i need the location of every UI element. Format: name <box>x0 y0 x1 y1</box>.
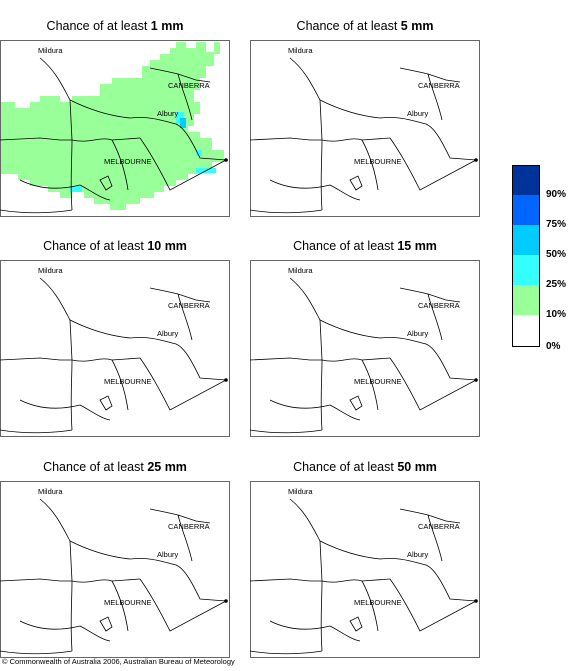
state-borders <box>250 57 477 214</box>
canberra-marker <box>474 599 478 603</box>
map-15mm: Mildura CANBERRA Albury MELBOURNE <box>250 260 480 437</box>
state-borders <box>0 277 227 434</box>
legend-swatch <box>512 165 540 195</box>
label-mildura: Mildura <box>38 46 63 55</box>
map-10mm: Mildura CANBERRA Albury MELBOURNE <box>0 260 230 437</box>
legend-swatch <box>512 195 540 225</box>
label-canberra: CANBERRA <box>418 81 460 90</box>
map-50mm: Mildura CANBERRA Albury MELBOURNE <box>250 481 480 658</box>
label-albury: Albury <box>407 550 429 559</box>
label-mildura: Mildura <box>38 266 63 275</box>
label-melbourne: MELBOURNE <box>354 377 402 386</box>
legend-swatch <box>512 225 540 255</box>
label-mildura: Mildura <box>38 487 63 496</box>
legend-label-25: 25% <box>546 279 567 290</box>
state-borders <box>250 498 477 655</box>
canberra-marker <box>474 158 478 162</box>
legend-swatch <box>512 255 540 285</box>
legend-label-10: 10% <box>546 309 567 320</box>
panel-title: Chance of at least 5 mm <box>296 19 434 33</box>
map-25mm: Mildura CANBERRA Albury MELBOURNE <box>0 481 230 658</box>
label-albury: Albury <box>407 329 429 338</box>
panel-title: Chance of at least 25 mm <box>43 460 187 474</box>
state-borders <box>0 498 227 655</box>
legend-label-50: 50% <box>546 249 567 260</box>
panel-title: Chance of at least 10 mm <box>43 239 187 253</box>
label-albury: Albury <box>157 550 179 559</box>
label-albury: Albury <box>157 329 179 338</box>
label-mildura: Mildura <box>288 46 313 55</box>
canberra-marker <box>224 599 228 603</box>
map-1mm: Mildura CANBERRA Albury MELBOURNE <box>0 40 230 217</box>
label-canberra: CANBERRA <box>418 522 460 531</box>
label-canberra: CANBERRA <box>168 522 210 531</box>
label-mildura: Mildura <box>288 487 313 496</box>
legend-swatch <box>512 285 540 315</box>
canberra-marker <box>224 378 228 382</box>
legend-label-75: 75% <box>546 219 567 230</box>
label-albury: Albury <box>407 109 429 118</box>
legend-label-90: 90% <box>546 189 567 200</box>
panel-title: Chance of at least 1 mm <box>46 19 184 33</box>
label-canberra: CANBERRA <box>168 81 210 90</box>
state-borders <box>0 57 227 214</box>
canberra-marker <box>474 378 478 382</box>
map-5mm: Mildura CANBERRA Albury MELBOURNE <box>250 40 480 217</box>
probability-legend: 90% 75% 50% 25% 10% 0% <box>512 165 570 355</box>
rain-shading <box>0 42 224 210</box>
label-canberra: CANBERRA <box>168 301 210 310</box>
panel-title: Chance of at least 15 mm <box>293 239 437 253</box>
legend-label-0: 0% <box>546 341 561 352</box>
panel-title: Chance of at least 50 mm <box>293 460 437 474</box>
label-melbourne: MELBOURNE <box>104 598 152 607</box>
state-borders <box>250 277 477 434</box>
label-mildura: Mildura <box>288 266 313 275</box>
label-albury: Albury <box>157 109 179 118</box>
label-melbourne: MELBOURNE <box>354 157 402 166</box>
copyright-notice: © Commonwealth of Australia 2006, Austra… <box>2 657 235 666</box>
label-melbourne: MELBOURNE <box>104 157 152 166</box>
label-melbourne: MELBOURNE <box>354 598 402 607</box>
legend-swatch <box>512 315 540 347</box>
canberra-marker <box>224 158 228 162</box>
label-melbourne: MELBOURNE <box>104 377 152 386</box>
label-canberra: CANBERRA <box>418 301 460 310</box>
